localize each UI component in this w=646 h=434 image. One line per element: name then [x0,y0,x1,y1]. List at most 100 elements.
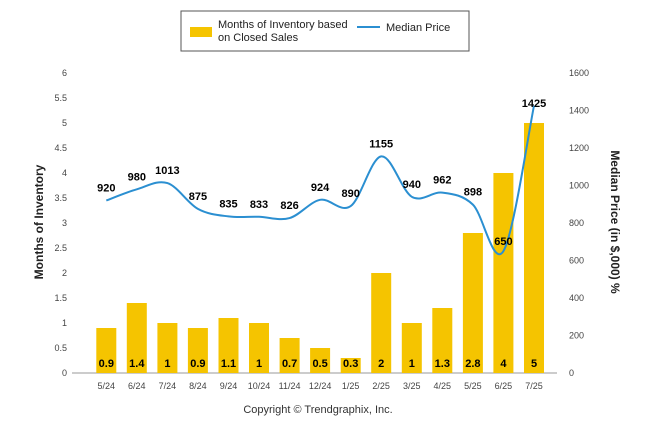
x-tick-6/25: 6/25 [495,381,513,391]
x-tick-11/24: 11/24 [279,381,301,391]
price-value-label-10/24: 833 [250,199,268,211]
x-tick-7/25: 7/25 [525,381,543,391]
y-right-tick-1000: 1000 [569,181,589,191]
y-left-tick-2.5: 2.5 [54,243,67,253]
bar-labels: 0.9 1.4 1 0.9 1.1 1 0.7 0.5 0.3 2 1 1.3 2.8 4 5 [99,358,537,370]
bar-3/25 [401,323,422,373]
price-value-label-9/24: 835 [219,198,237,210]
median-price-line [105,105,535,256]
y-left-tick-2: 2 [62,268,67,278]
price-value-label-7/25: 1425 [522,98,546,110]
bar-value-label-8/24: 0.9 [190,358,205,370]
price-value-label-5/24: 920 [97,183,115,195]
y-right-tick-labels: 0 200 400 600 800 1000 1200 1400 1600 [569,68,589,378]
x-tick-1/25: 1/25 [342,381,360,391]
bar-8/24 [187,328,208,373]
x-tick-10/24: 10/24 [248,381,271,391]
y-left-tick-5.5: 5.5 [54,93,67,103]
bar-value-label-10/24: 1 [256,358,262,370]
y-right-tick-1400: 1400 [569,106,589,116]
y-left-tick-5: 5 [62,118,67,128]
bar-value-label-2/25: 2 [378,358,384,370]
bar-value-label-9/24: 1.1 [221,358,236,370]
price-labels: 920 980 1013 875 835 833 826 924 890 1155 940 962 89… [97,98,546,248]
price-line-layer [105,105,535,256]
y-left-tick-4: 4 [62,168,67,178]
bar-7/24 [157,323,178,373]
x-tick-9/24: 9/24 [220,381,238,391]
copyright-footer: Copyright © Trendgraphix, Inc. [243,404,392,416]
bar-value-label-7/24: 1 [164,358,170,370]
bar-value-label-7/25: 5 [531,358,537,370]
bar-1/25 [340,358,361,373]
bar-11/24 [279,338,300,373]
price-value-label-1/25: 890 [342,188,360,200]
x-tick-2/25: 2/25 [372,381,390,391]
bars [96,123,544,373]
bar-value-label-5/25: 2.8 [465,358,480,370]
y-left-axis-title: Months of Inventory [32,164,46,279]
bar-10/24 [249,323,269,373]
y-right-tick-200: 200 [569,331,584,341]
price-value-label-12/24: 924 [311,182,330,194]
legend-box [180,10,470,52]
y-left-tick-1: 1 [62,318,67,328]
legend-swatch-bar [190,27,212,37]
bar-5/24 [96,328,117,373]
bar-12/24 [310,348,331,373]
legend-label-bar-line1: Months of Inventory based [218,19,348,31]
bar-9/24 [218,318,239,373]
y-right-tick-800: 800 [569,218,584,228]
bar-2/25 [371,273,392,373]
x-tick-3/25: 3/25 [403,381,421,391]
y-left-tick-3.5: 3.5 [54,193,67,203]
x-tick-7/24: 7/24 [159,381,177,391]
price-value-label-7/24: 1013 [155,165,179,177]
bar-value-label-1/25: 0.3 [343,358,358,370]
bar-value-label-12/24: 0.5 [312,358,327,370]
price-value-label-6/25: 650 [494,236,512,248]
bar-value-label-3/25: 1 [409,358,415,370]
x-tick-5/25: 5/25 [464,381,482,391]
price-value-label-3/25: 940 [403,179,421,191]
y-right-tick-1200: 1200 [569,143,589,153]
bar-6/24 [126,303,147,373]
legend: Months of Inventory based on Closed Sale… [180,10,470,52]
x-tick-labels: 5/24 6/24 7/24 8/24 9/24 10/24 11/24 12/24 1/25 2… [98,381,543,391]
price-value-label-4/25: 962 [433,175,451,187]
y-right-tick-400: 400 [569,293,584,303]
x-tick-6/24: 6/24 [128,381,146,391]
y-right-tick-1600: 1600 [569,68,589,78]
bar-7/25 [524,123,544,373]
y-left-tick-3: 3 [62,218,67,228]
x-tick-4/25: 4/25 [434,381,452,391]
y-left-tick-0: 0 [62,368,67,378]
price-value-label-11/24: 826 [280,200,298,212]
bar-value-label-4/25: 1.3 [435,358,450,370]
bar-6/25 [493,173,514,373]
y-right-tick-600: 600 [569,256,584,266]
y-right-tick-0: 0 [569,368,574,378]
y-left-tick-0.5: 0.5 [54,343,67,353]
y-left-tick-labels: 0 0.5 1 1.5 2 2.5 3 3.5 4 4.5 5 5.5 6 [54,68,67,378]
bar-value-label-6/25: 4 [500,358,507,370]
x-tick-12/24: 12/24 [309,381,332,391]
bar-value-label-5/24: 0.9 [99,358,114,370]
y-left-tick-4.5: 4.5 [54,143,67,153]
price-value-label-2/25: 1155 [369,138,393,150]
legend-label-line: Median Price [386,22,450,34]
price-value-label-5/25: 898 [464,187,482,199]
bar-value-label-6/24: 1.4 [129,358,145,370]
price-value-label-8/24: 875 [189,191,207,203]
y-right-axis-title: Median Price (in $,000) % [608,150,622,294]
legend-label-bar-line2: on Closed Sales [218,32,299,44]
bar-value-label-11/24: 0.7 [282,358,297,370]
y-left-tick-1.5: 1.5 [54,293,67,303]
price-value-label-6/24: 980 [128,171,146,183]
bar-4/25 [432,308,453,373]
y-left-tick-6: 6 [62,68,67,78]
bar-5/25 [462,233,483,373]
x-tick-8/24: 8/24 [189,381,207,391]
x-tick-5/24: 5/24 [98,381,116,391]
